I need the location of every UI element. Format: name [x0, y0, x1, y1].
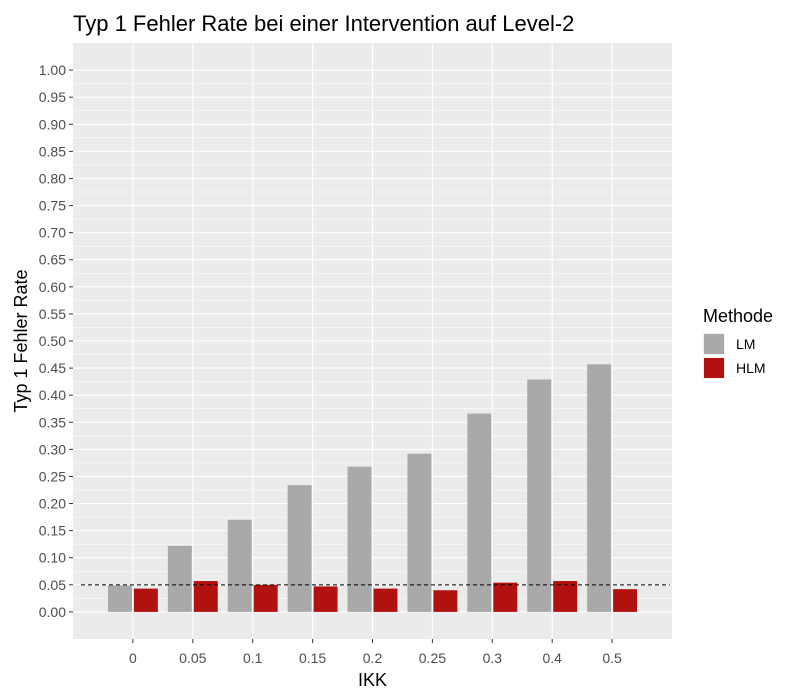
bar-lm-0	[107, 585, 132, 612]
y-tick-label: 0.15	[39, 523, 66, 539]
bar-lm-0.3	[467, 413, 492, 612]
bars	[107, 364, 638, 612]
y-tick-label: 0.25	[39, 468, 66, 484]
bar-hlm-0.4	[553, 581, 578, 612]
bar-lm-0.15	[287, 485, 312, 612]
y-tick-label: 0.90	[39, 116, 66, 132]
y-tick-label: 0.75	[39, 198, 66, 214]
x-tick-label: 0.25	[419, 650, 446, 666]
bar-hlm-0.15	[313, 586, 338, 612]
y-tick-label: 0.85	[39, 143, 66, 159]
y-tick-label: 0.20	[39, 496, 66, 512]
bar-hlm-0.5	[613, 589, 638, 612]
x-tick-label: 0.1	[243, 650, 263, 666]
bar-lm-0.05	[167, 545, 192, 612]
bar-hlm-0	[133, 588, 158, 612]
legend-swatch-hlm	[704, 358, 724, 378]
legend-label-hlm: HLM	[736, 360, 766, 376]
x-tick-label: 0.2	[363, 650, 383, 666]
legend: Methode LM HLM	[703, 306, 773, 379]
y-tick-label: 0.55	[39, 306, 66, 322]
y-tick-label: 1.00	[39, 62, 66, 78]
y-tick-label: 0.60	[39, 279, 66, 295]
chart-title: Typ 1 Fehler Rate bei einer Intervention…	[73, 11, 574, 36]
bar-lm-0.25	[407, 453, 432, 612]
y-tick-label: 0.10	[39, 550, 66, 566]
y-tick-label: 0.95	[39, 89, 66, 105]
x-tick-label: 0	[129, 650, 137, 666]
y-axis: 0.00 0.05 0.10 0.15 0.20 0.25 0.30 0.35 0.40 0.45…	[39, 62, 73, 620]
bar-lm-0.5	[587, 364, 612, 612]
y-axis-title: Typ 1 Fehler Rate	[11, 269, 31, 412]
bar-hlm-0.05	[193, 581, 218, 612]
y-tick-label: 0.30	[39, 441, 66, 457]
y-tick-label: 0.65	[39, 252, 66, 268]
legend-label-lm: LM	[736, 336, 755, 352]
x-tick-label: 0.3	[483, 650, 503, 666]
bar-lm-0.4	[527, 379, 552, 612]
y-tick-label: 0.45	[39, 360, 66, 376]
bar-hlm-0.3	[493, 582, 518, 612]
y-tick-label: 0.50	[39, 333, 66, 349]
y-tick-label: 0.35	[39, 414, 66, 430]
x-tick-label: 0.4	[542, 650, 562, 666]
y-tick-label: 0.80	[39, 170, 66, 186]
y-tick-label: 0.40	[39, 387, 66, 403]
bar-hlm-0.2	[373, 588, 398, 612]
x-axis-title: IKK	[358, 670, 387, 690]
x-tick-label: 0.5	[602, 650, 622, 666]
legend-title: Methode	[703, 306, 773, 326]
bar-lm-0.2	[347, 466, 372, 612]
y-tick-label: 0.05	[39, 577, 66, 593]
bar-hlm-0.1	[253, 584, 278, 612]
legend-swatch-lm	[704, 334, 724, 354]
x-tick-label: 0.15	[299, 650, 326, 666]
bar-hlm-0.25	[433, 590, 458, 612]
y-tick-label: 0.70	[39, 225, 66, 241]
bar-lm-0.1	[227, 519, 252, 612]
x-tick-label: 0.05	[179, 650, 206, 666]
y-tick-label: 0.00	[39, 604, 66, 620]
x-axis: 0 0.05 0.1 0.15 0.2 0.25 0.3 0.4 0.5	[129, 639, 622, 666]
